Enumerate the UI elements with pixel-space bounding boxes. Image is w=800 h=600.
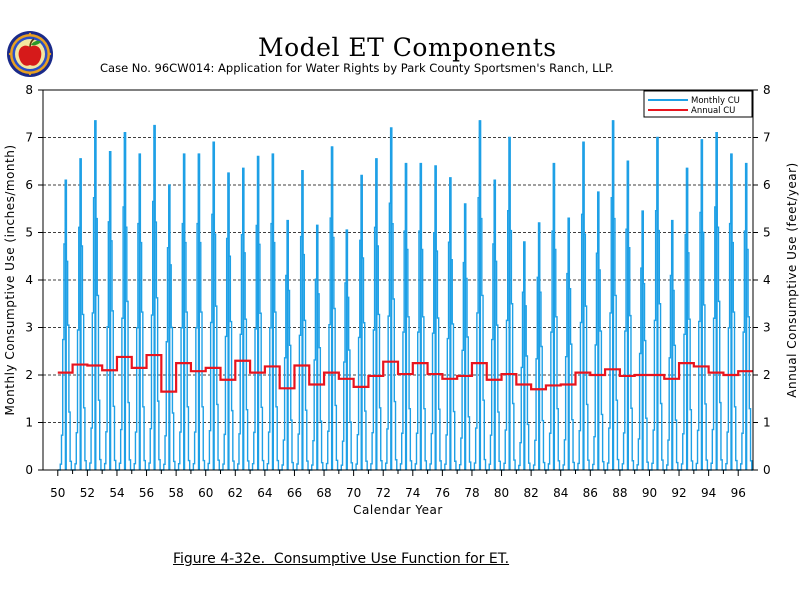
x-tick-label: 68 — [316, 486, 331, 500]
y-tick-label-left: 1 — [25, 416, 33, 430]
y-tick-label-right: 2 — [763, 368, 771, 382]
y-tick-label-right: 1 — [763, 416, 771, 430]
x-tick-label: 78 — [464, 486, 479, 500]
x-tick-label: 64 — [257, 486, 272, 500]
x-tick-label: 54 — [109, 486, 124, 500]
x-tick-label: 60 — [198, 486, 213, 500]
figure-caption: Figure 4-32e. Consumptive Use Function f… — [173, 551, 510, 567]
y-tick-label-right: 4 — [763, 273, 771, 287]
x-tick-label: 84 — [553, 486, 568, 500]
y-tick-label-left: 8 — [25, 83, 33, 97]
x-tick-label: 56 — [139, 486, 154, 500]
legend-monthly-label: Monthly CU — [691, 96, 740, 106]
x-tick-label: 76 — [435, 486, 450, 500]
y-tick-label-right: 0 — [763, 463, 771, 477]
x-axis-label: Calendar Year — [353, 503, 443, 517]
y-tick-label-right: 7 — [763, 131, 771, 145]
y-tick-label-right: 8 — [763, 83, 771, 97]
y-tick-label-left: 0 — [25, 463, 33, 477]
x-tick-label: 90 — [642, 486, 657, 500]
x-tick-label: 52 — [80, 486, 95, 500]
legend-annual-label: Annual CU — [691, 106, 735, 116]
x-tick-label: 62 — [228, 486, 243, 500]
y-tick-label-left: 2 — [25, 368, 33, 382]
legend: Monthly CU Annual CU — [643, 90, 753, 118]
axes: 0 01 12 23 34 45 56 67 78 850 52 54 56 58 60 62 64 66 68 70… — [25, 83, 770, 500]
monthly-cu-series — [57, 120, 753, 471]
y-tick-label-left: 6 — [25, 178, 33, 192]
y-axis-left-label: Monthly Consumptive Use (inches/month) — [3, 144, 17, 415]
annual-cu-line — [57, 353, 753, 393]
apple-seal-logo — [7, 31, 53, 77]
x-tick-label: 94 — [701, 486, 716, 500]
x-tick-label: 70 — [346, 486, 361, 500]
y-tick-label-right: 5 — [763, 226, 771, 240]
grid-lines — [43, 137, 753, 423]
y-tick-label-left: 4 — [25, 273, 33, 287]
y-tick-label-right: 3 — [763, 321, 771, 335]
y-tick-label-left: 5 — [25, 226, 33, 240]
x-tick-label: 86 — [583, 486, 598, 500]
x-tick-label: 88 — [612, 486, 627, 500]
y-tick-label-left: 7 — [25, 131, 33, 145]
y-tick-label-left: 3 — [25, 321, 33, 335]
x-tick-label: 74 — [405, 486, 420, 500]
y-tick-label-right: 6 — [763, 178, 771, 192]
chart-title: Model ET Components — [258, 33, 557, 62]
y-axis-right-label: Annual Consumptive Use (feet/year) — [785, 162, 799, 397]
annual-cu-series — [57, 353, 753, 393]
x-tick-label: 92 — [671, 486, 686, 500]
x-tick-label: 96 — [731, 486, 746, 500]
x-tick-label: 66 — [287, 486, 302, 500]
x-tick-label: 50 — [50, 486, 65, 500]
x-tick-label: 72 — [376, 486, 391, 500]
x-tick-label: 58 — [168, 486, 183, 500]
x-tick-label: 80 — [494, 486, 509, 500]
chart-subtitle: Case No. 96CW014: Application for Water … — [100, 61, 614, 75]
x-tick-label: 82 — [523, 486, 538, 500]
